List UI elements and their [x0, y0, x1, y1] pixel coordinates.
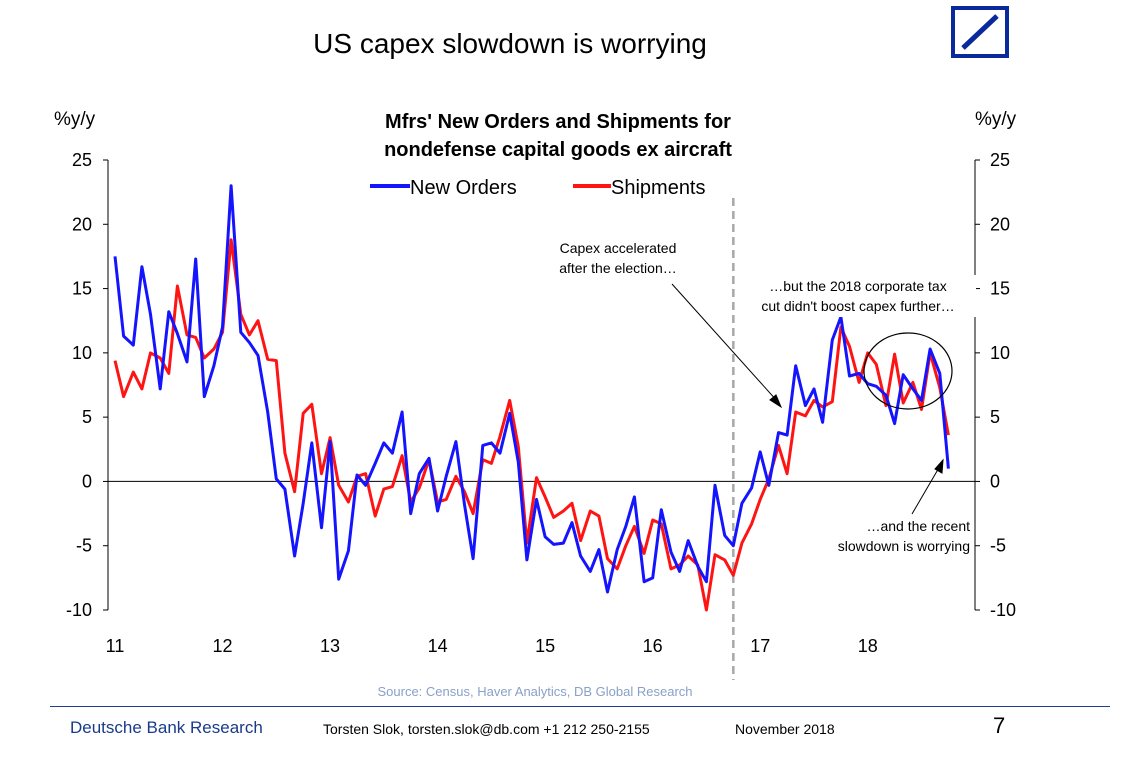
election-arrowhead [769, 394, 783, 409]
chart-title-line: Mfrs' New Orders and Shipments for [385, 111, 731, 133]
y-tick-label-left: 0 [82, 471, 92, 491]
footer-brand: Deutsche Bank Research [70, 718, 263, 737]
page-number: 7 [993, 713, 1006, 738]
deutsche-bank-logo [951, 6, 1009, 58]
y-tick-label-left: 10 [72, 343, 92, 363]
source-note: Source: Census, Haver Analytics, DB Glob… [377, 684, 692, 699]
legend-label: New Orders [410, 177, 517, 199]
series-line-shipments [113, 238, 950, 612]
slowdown-arrow [911, 465, 941, 515]
annotation-arrows [671, 283, 944, 515]
annotation-slowdown-line: …and the recent [866, 518, 970, 534]
footer-rule [50, 706, 1110, 707]
slowdown-arrowhead [934, 458, 944, 474]
annotation-election-line: after the election… [559, 260, 677, 276]
y-tick-label-right: 20 [990, 214, 1010, 234]
capex-chart: Mfrs' New Orders and Shipments for nondef… [54, 109, 1017, 699]
y-axis-label-left: %y/y [54, 109, 96, 130]
y-tick-label-left: 5 [82, 407, 92, 427]
footer-date: November 2018 [735, 721, 835, 737]
x-tick-label: 12 [213, 636, 233, 656]
y-ticks-right: -10 -5 0 5 10 15 20 25 [975, 150, 1016, 620]
footer-author: Torsten Slok, torsten.slok@db.com +1 212… [323, 721, 650, 737]
annotations: Capex accelerated after the election… …but… [559, 240, 976, 557]
highlight-ellipse [863, 332, 953, 410]
annotation-election-line: Capex accelerated [560, 240, 677, 256]
y-tick-label-right: 10 [990, 343, 1010, 363]
legend-label: Shipments [611, 177, 706, 199]
y-tick-label-right: -10 [990, 600, 1016, 620]
y-tick-label-left: 20 [72, 214, 92, 234]
x-tick-label: 16 [643, 636, 663, 656]
y-tick-label-left: -5 [76, 536, 92, 556]
chart-title: Mfrs' New Orders and Shipments for nondef… [384, 111, 732, 161]
chart-title-line: nondefense capital goods ex aircraft [384, 139, 732, 161]
axes [107, 160, 976, 610]
annotation-tax-cut-line: cut didn't boost capex further… [761, 298, 954, 314]
y-tick-label-left: 25 [72, 150, 92, 170]
y-tick-label-right: -5 [990, 536, 1006, 556]
y-ticks-left: -10 -5 0 5 10 15 20 25 [66, 150, 108, 620]
annotation-tax-cut-line: …but the 2018 corporate tax [769, 278, 946, 294]
y-axis-label-right: %y/y [975, 109, 1017, 130]
x-tick-label: 17 [750, 636, 770, 656]
y-tick-label-right: 0 [990, 471, 1000, 491]
x-tick-label: 18 [858, 636, 878, 656]
annotation-backdrop [802, 515, 970, 557]
series-line-new-orders [113, 184, 950, 594]
y-tick-label-right: 25 [990, 150, 1010, 170]
x-tick-label: 13 [320, 636, 340, 656]
y-tick-label-left: -10 [66, 600, 92, 620]
y-tick-label-right: 5 [990, 407, 1000, 427]
x-tick-label: 14 [428, 636, 448, 656]
annotation-backdrop [740, 275, 976, 317]
x-tick-label: 11 [106, 636, 125, 656]
y-tick-label-right: 15 [990, 279, 1010, 299]
x-ticks: 11 12 13 14 15 16 17 18 [106, 636, 878, 656]
annotation-slowdown-line: slowdown is worrying [838, 538, 970, 554]
series-layer [113, 184, 950, 612]
x-tick-label: 15 [535, 636, 555, 656]
legend: New Orders Shipments [370, 177, 706, 199]
election-arrow [671, 283, 779, 403]
y-tick-label-left: 15 [72, 279, 92, 299]
slide-title: US capex slowdown is worrying [313, 28, 707, 59]
